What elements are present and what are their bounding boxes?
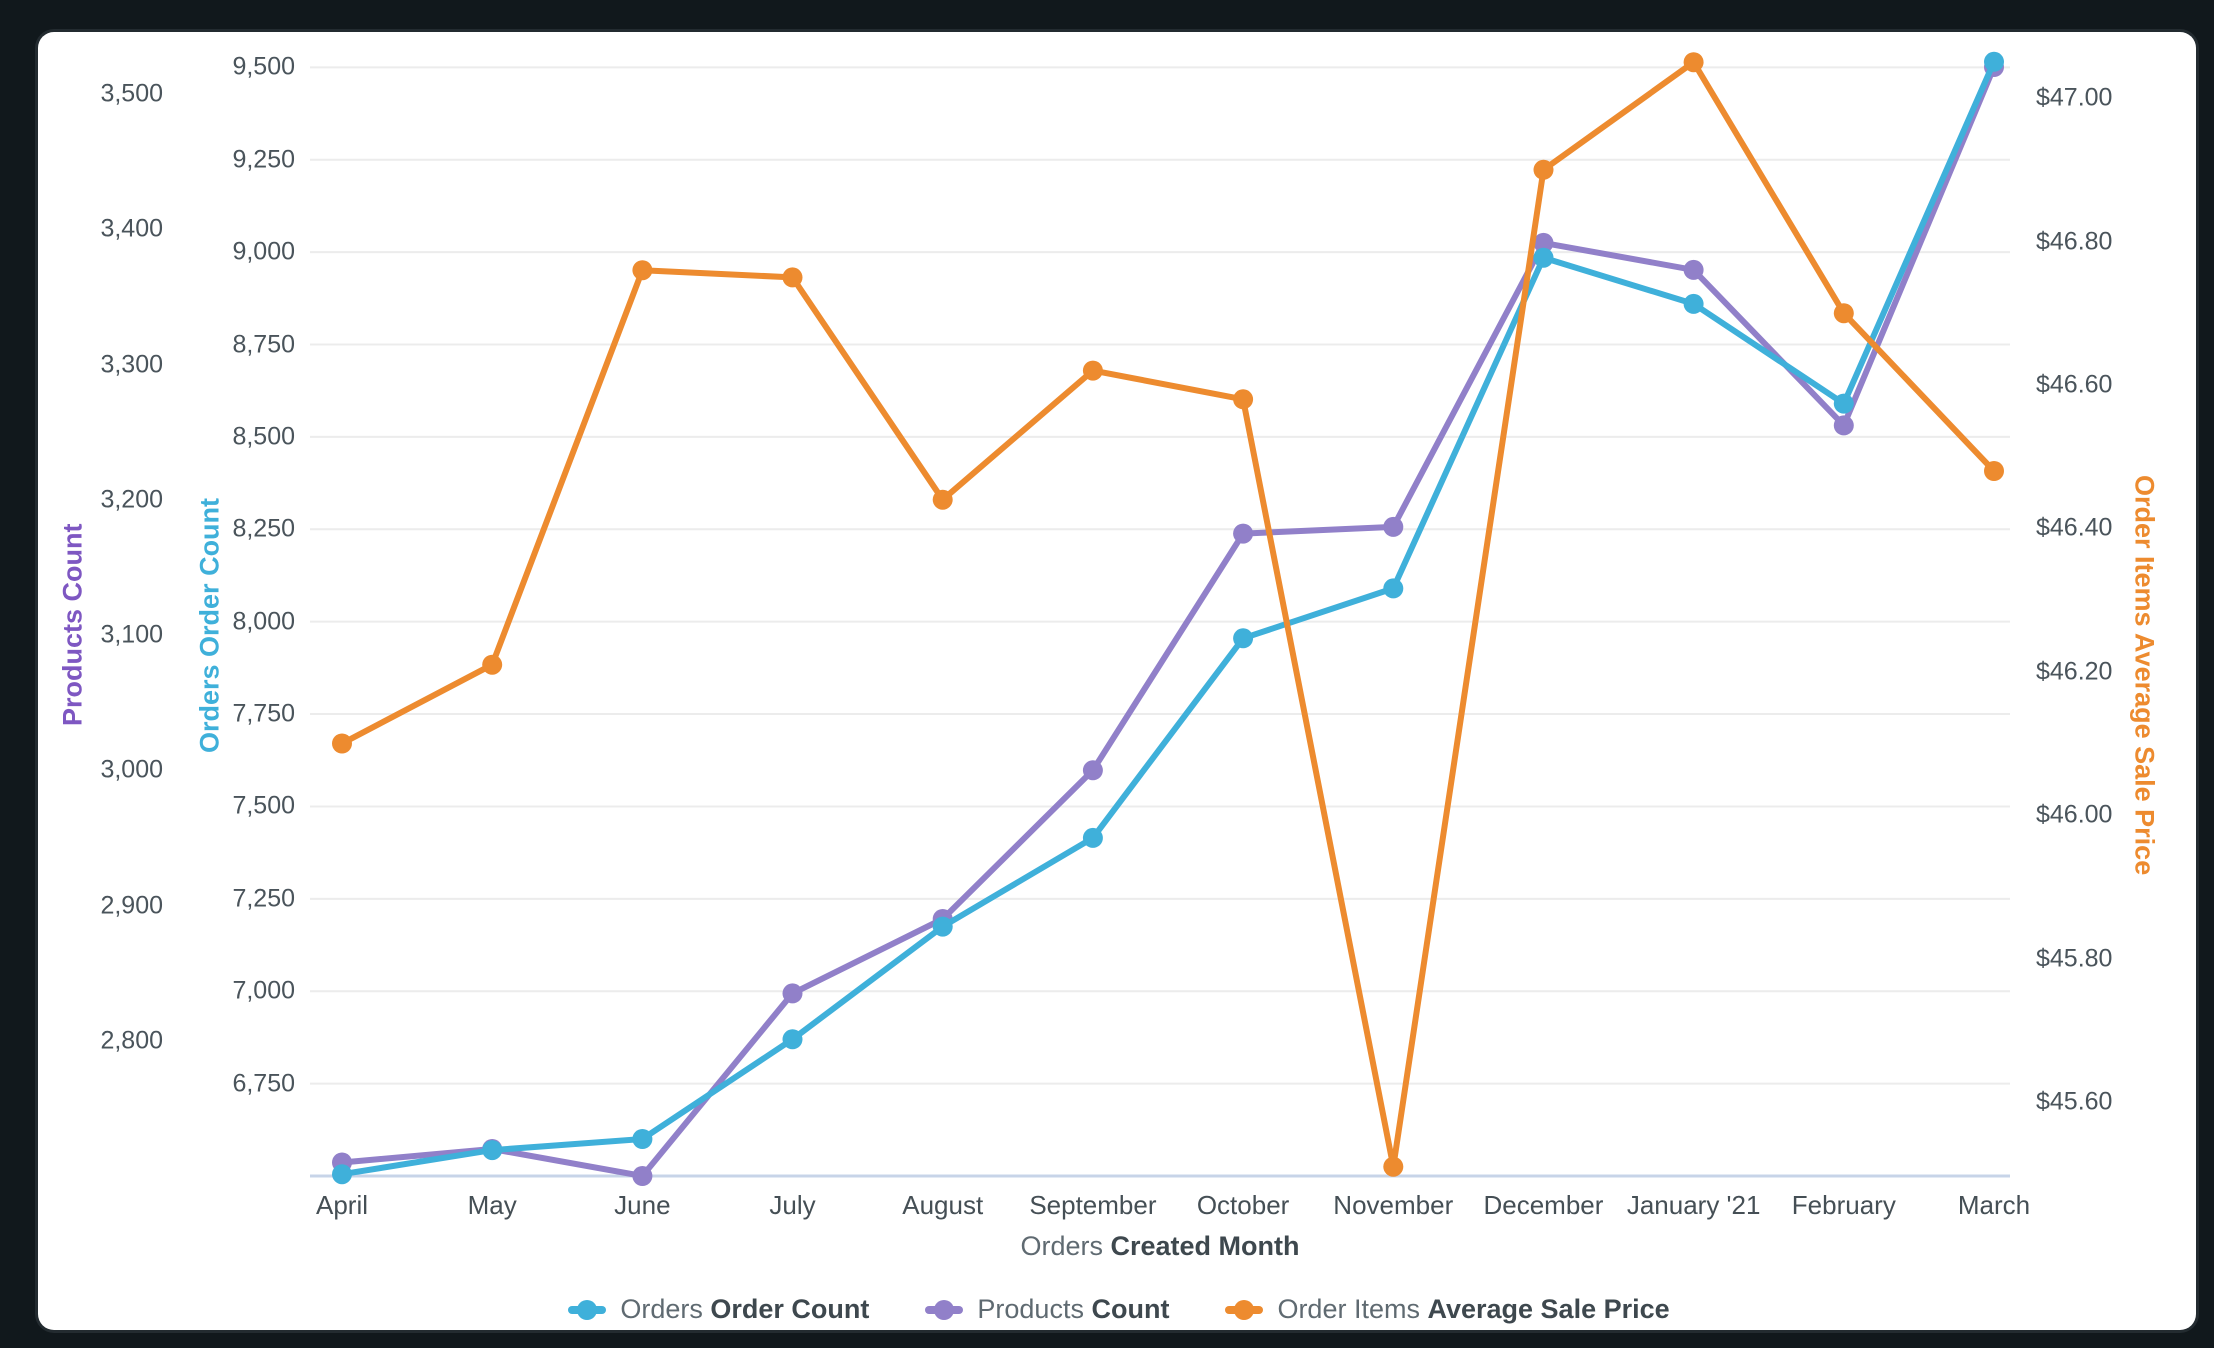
products-axis-title: Products Count — [57, 523, 88, 727]
legend-marker-icon — [1225, 1299, 1264, 1321]
x-axis-label-month: July — [769, 1190, 816, 1220]
chart-card — [38, 32, 2196, 1330]
products-series-point[interactable] — [1533, 232, 1554, 253]
price-series-point[interactable] — [332, 733, 352, 754]
legend-label: Order Items Average Sale Price — [1277, 1294, 1670, 1324]
price-axis-tick: $46.80 — [2036, 227, 2113, 256]
legend-item-orders-order-count[interactable]: Orders Order Count — [568, 1294, 869, 1325]
legend-label: Products Count — [977, 1294, 1170, 1324]
products-axis-tick: 3,400 — [100, 214, 163, 243]
price-series-point[interactable] — [632, 260, 653, 281]
x-axis-label-month: August — [902, 1190, 984, 1220]
products-axis-tick: 3,200 — [100, 485, 163, 514]
price-series-point[interactable] — [1833, 303, 1854, 324]
products-series-point[interactable] — [632, 1166, 653, 1186]
price-axis-tick: $45.80 — [2036, 944, 2113, 973]
products-series-point[interactable] — [782, 983, 803, 1004]
x-axis-label-month: January '21 — [1626, 1190, 1761, 1220]
legend-label: Orders Order Count — [620, 1294, 870, 1324]
price-axis-tick: $46.40 — [2036, 513, 2113, 542]
products-axis-tick: 3,300 — [100, 350, 163, 379]
legend-item-products-count[interactable]: Products Count — [925, 1294, 1169, 1325]
x-axis-title: Orders Created Month — [310, 1231, 2010, 1262]
products-axis-tick: 3,500 — [100, 79, 163, 108]
price-series-point[interactable] — [1984, 461, 2004, 481]
legend-marker-icon — [925, 1299, 964, 1321]
orders-axis-tick: 7,250 — [232, 884, 295, 913]
products-series-point[interactable] — [1383, 516, 1404, 537]
x-axis-label-month: October — [1196, 1190, 1290, 1220]
price-series-point[interactable] — [932, 489, 953, 510]
x-axis-label-month: November — [1333, 1190, 1454, 1220]
products-series-line[interactable] — [341, 65, 1997, 1179]
price-series-point[interactable] — [1082, 360, 1103, 381]
x-axis-label-month: April — [315, 1190, 369, 1220]
orders-axis-title: Orders Order Count — [194, 497, 225, 753]
products-series-point[interactable] — [1833, 415, 1854, 436]
orders-series-point[interactable] — [1683, 293, 1704, 314]
orders-axis-tick: 9,250 — [232, 145, 295, 174]
products-series-point[interactable] — [1082, 760, 1103, 781]
price-series-line[interactable] — [340, 59, 1997, 1170]
orders-axis-tick: 8,750 — [232, 330, 295, 358]
price-series-point[interactable] — [482, 654, 503, 675]
orders-series-point[interactable] — [332, 1164, 352, 1185]
price-axis-tick: $45.60 — [2036, 1087, 2113, 1116]
products-axis-tick: 3,100 — [100, 620, 163, 649]
products-axis-tick: 2,800 — [100, 1026, 163, 1055]
orders-series-point[interactable] — [1533, 247, 1554, 268]
orders-axis-tick: 6,750 — [232, 1069, 295, 1098]
x-axis-label-month: May — [467, 1190, 517, 1220]
price-axis-tick: $46.20 — [2036, 657, 2113, 686]
orders-series-point[interactable] — [1233, 628, 1254, 649]
price-series-point[interactable] — [1383, 1156, 1404, 1177]
orders-axis-tick: 7,000 — [232, 976, 295, 1005]
price-series-point[interactable] — [1683, 52, 1704, 73]
chart-legend: Orders Order Count Products Count Order … — [40, 1294, 2198, 1325]
price-series-point[interactable] — [1233, 389, 1254, 410]
orders-series-point[interactable] — [1082, 827, 1103, 848]
orders-axis-tick: 9,500 — [232, 52, 295, 81]
x-axis-label-month: September — [1029, 1190, 1157, 1220]
price-series-point[interactable] — [782, 267, 803, 288]
orders-axis-tick: 9,000 — [232, 237, 295, 266]
orders-series-point[interactable] — [1984, 51, 2004, 72]
x-axis-label-month: February — [1791, 1190, 1896, 1220]
products-series-point[interactable] — [1233, 523, 1254, 544]
legend-marker-icon — [568, 1299, 607, 1321]
orders-series-point[interactable] — [932, 916, 953, 937]
orders-series-point[interactable] — [1833, 393, 1854, 414]
orders-axis-tick: 7,500 — [232, 791, 295, 820]
orders-series-point[interactable] — [782, 1029, 803, 1050]
x-axis-title-bold: Created Month — [1110, 1231, 1300, 1261]
orders-series-line[interactable] — [341, 60, 1997, 1178]
products-series-point[interactable] — [1683, 259, 1704, 280]
orders-series-point[interactable] — [632, 1129, 653, 1149]
price-series-point[interactable] — [1533, 159, 1554, 180]
x-axis-title-regular: Orders — [1020, 1231, 1103, 1261]
price-axis-title: Order Items Average Sale Price — [2129, 474, 2160, 876]
products-axis-tick: 2,900 — [100, 891, 163, 920]
orders-axis-tick: 8,500 — [232, 422, 295, 451]
x-axis-label-month: December — [1483, 1190, 1604, 1220]
orders-series-point[interactable] — [1383, 578, 1404, 599]
orders-series-point[interactable] — [482, 1140, 503, 1161]
orders-axis-tick: 8,250 — [232, 514, 295, 543]
orders-axis-tick: 8,000 — [232, 607, 295, 636]
products-axis-tick: 3,000 — [100, 755, 163, 784]
price-axis-tick: $47.00 — [2036, 83, 2113, 112]
price-axis-tick: $46.00 — [2036, 800, 2113, 829]
x-axis-label-month: June — [614, 1190, 671, 1220]
orders-axis-tick: 7,750 — [232, 699, 295, 728]
x-axis-label-month: March — [1957, 1190, 2031, 1220]
price-axis-tick: $46.60 — [2036, 370, 2113, 399]
legend-item-order-items-average-sale-price[interactable]: Order Items Average Sale Price — [1225, 1294, 1670, 1325]
